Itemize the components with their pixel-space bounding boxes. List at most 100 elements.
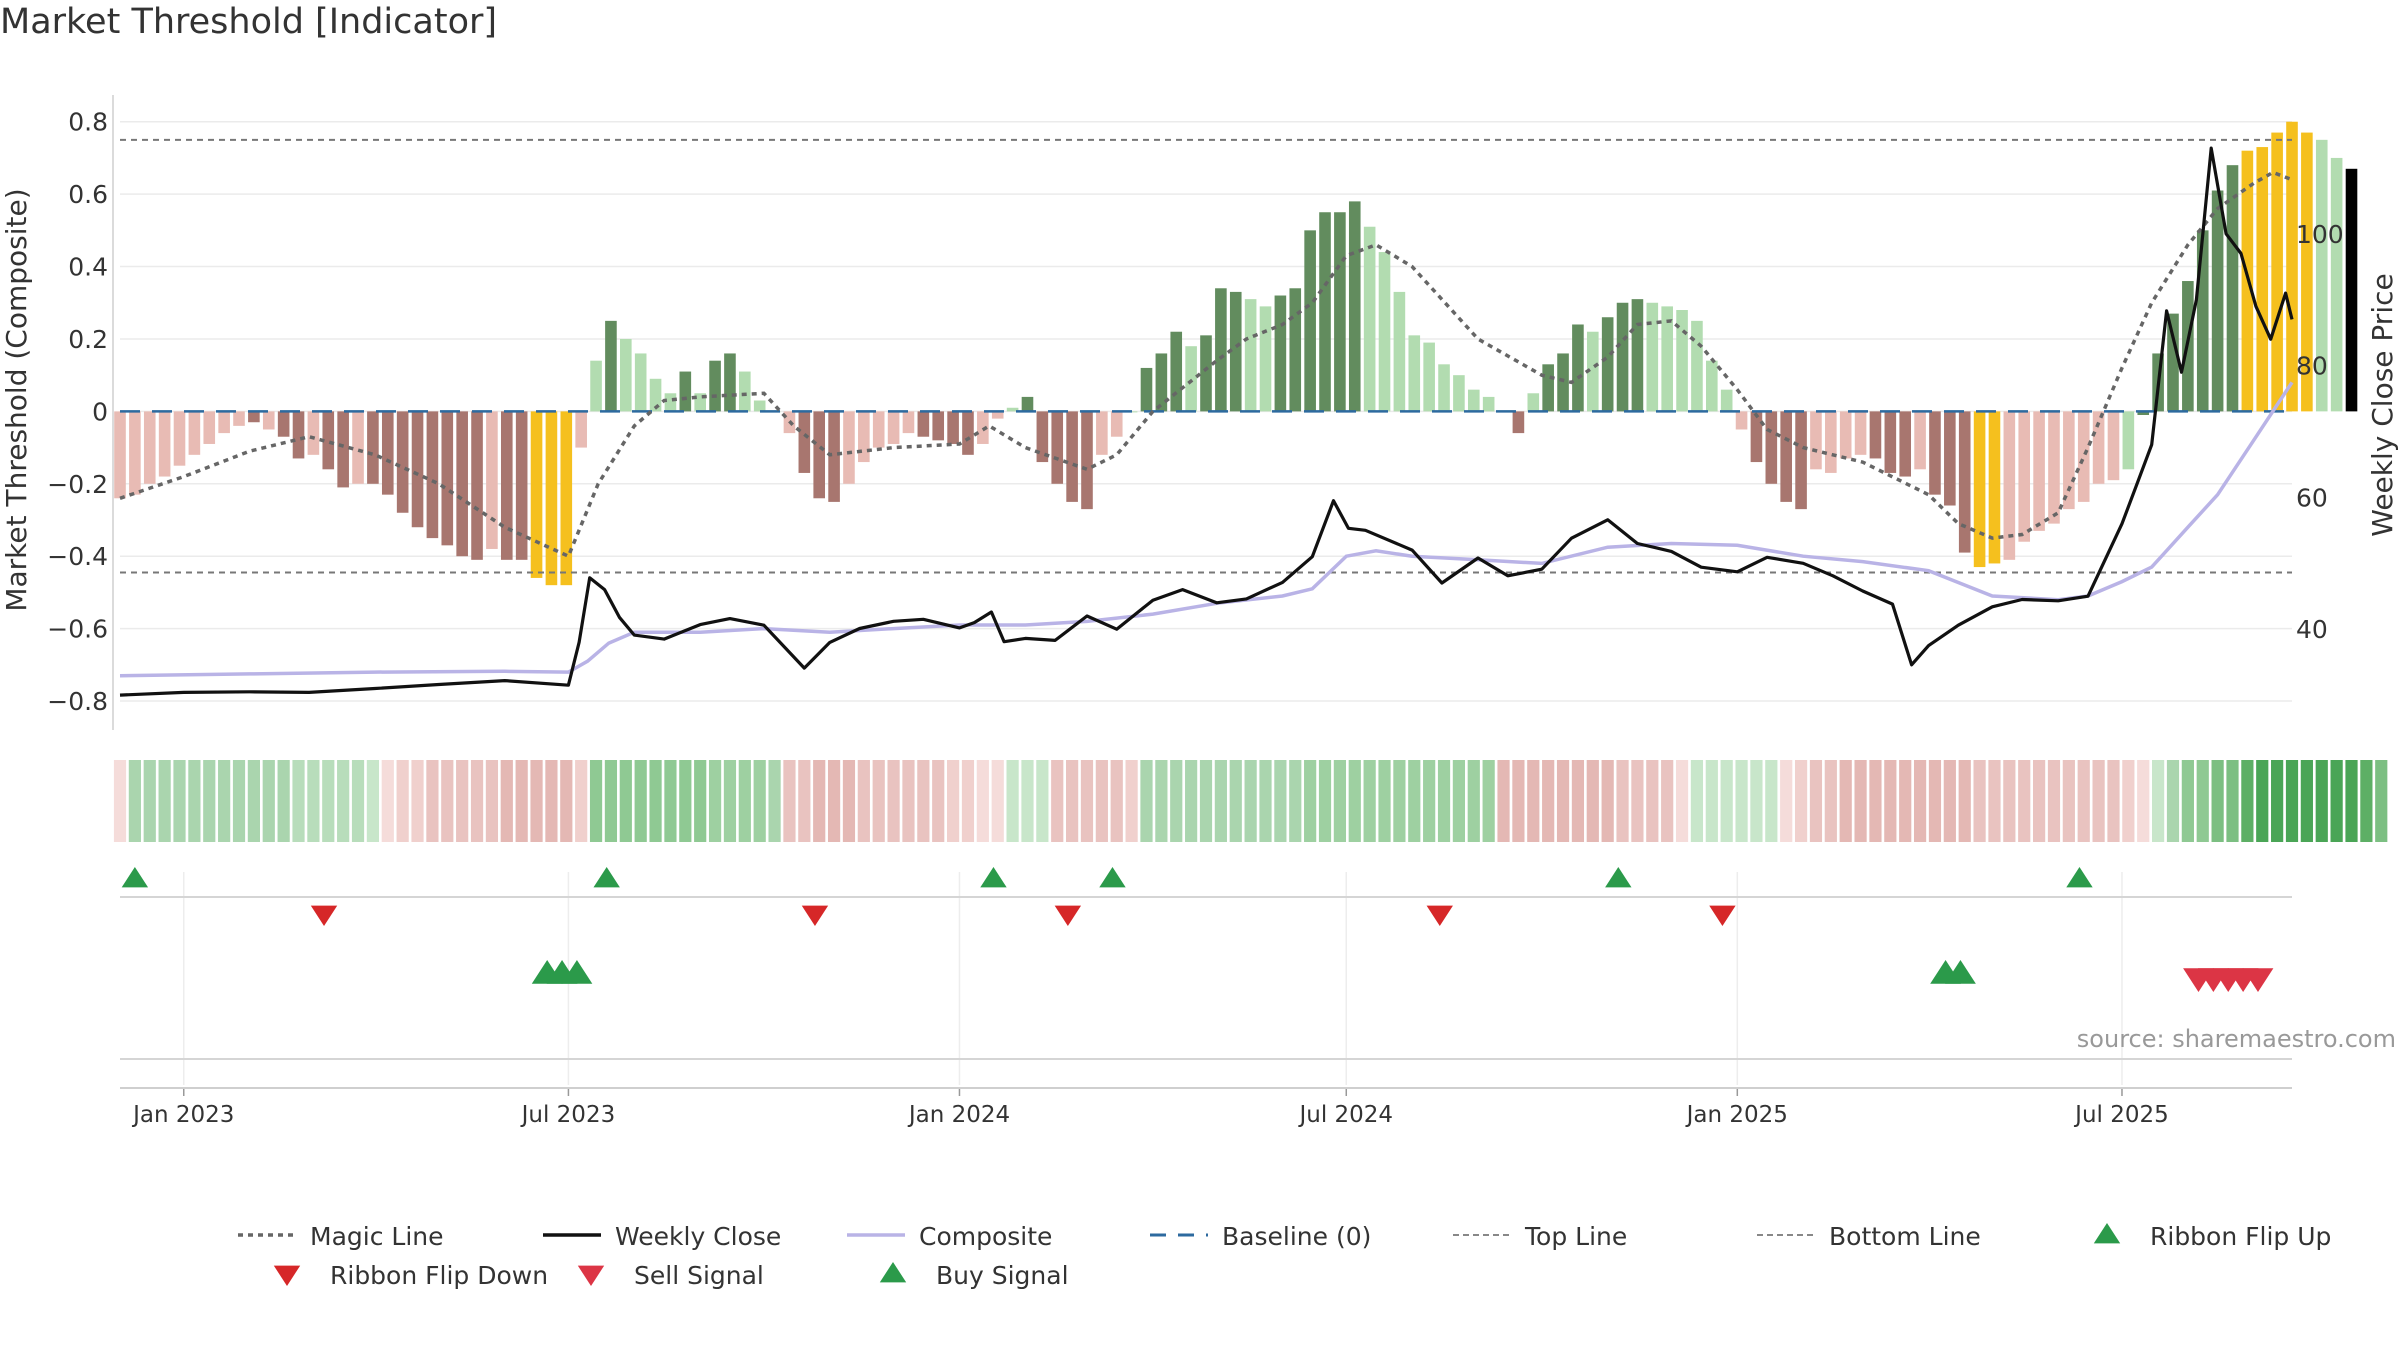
composite-bar <box>1066 411 1078 502</box>
legend-item: Composite <box>847 1222 1052 1251</box>
composite-bar <box>977 411 989 444</box>
ribbon-cell <box>485 760 499 842</box>
ribbon-cell <box>619 760 632 842</box>
composite-bar <box>114 411 126 499</box>
weekly-close-line <box>119 146 2294 697</box>
ribbon-cell <box>2032 760 2046 842</box>
composite-bar <box>1735 411 1748 430</box>
ribbon-cell <box>1482 760 1495 842</box>
ribbon-cell <box>1958 760 1971 842</box>
y-tick-label-right: 60 <box>2296 483 2328 512</box>
ribbon-cell <box>1913 760 1927 842</box>
y-tick-label-left: −0.2 <box>47 470 108 499</box>
ribbon-cell <box>738 760 751 842</box>
ribbon-flip-down-marker <box>1054 905 1082 926</box>
composite-bar <box>2137 411 2150 415</box>
ribbon-cell <box>2285 760 2299 842</box>
ribbon-cell <box>798 760 811 842</box>
composite-bar <box>262 411 275 430</box>
ribbon-cell <box>1393 760 1406 842</box>
ribbon-cell <box>173 760 186 842</box>
legend-label: Top Line <box>1524 1222 1627 1251</box>
ribbon-cell <box>1140 760 1153 842</box>
chart-title: Market Threshold [Indicator] <box>0 2 498 42</box>
ribbon-cell <box>2018 760 2031 842</box>
composite-bar <box>962 411 974 455</box>
composite-bar <box>872 411 885 448</box>
ribbon-cell <box>1229 760 1242 842</box>
ribbon-cell <box>277 760 290 842</box>
ribbon-cell <box>1675 760 1689 842</box>
composite-bar <box>471 411 483 560</box>
composite-bar <box>1929 411 1941 495</box>
ribbon-cell <box>2152 760 2165 842</box>
y-axis-label-right: Weekly Close Price <box>2366 273 2399 536</box>
y-tick-label-left: 0.2 <box>68 325 108 354</box>
y-tick-label-right: 80 <box>2296 352 2328 381</box>
ribbon-cell <box>307 760 320 842</box>
ribbon-cell <box>604 760 618 842</box>
ribbon-cell <box>456 760 469 842</box>
composite-bar <box>798 411 811 473</box>
ribbon-cell <box>1036 760 1049 842</box>
ribbon-flip-down-marker <box>801 905 829 926</box>
ribbon-cell <box>723 760 737 842</box>
ribbon-cell <box>2300 760 2313 842</box>
ribbon-flip-up-marker <box>1099 867 1126 888</box>
source-note: source: sharemaestro.com <box>2077 1025 2396 1053</box>
ribbon-cell <box>917 760 930 842</box>
composite-bar <box>1780 411 1792 502</box>
ribbon-cell <box>664 760 677 842</box>
legend-label: Ribbon Flip Up <box>2150 1222 2331 1251</box>
composite-bar <box>1244 299 1257 412</box>
composite-bar <box>322 411 335 470</box>
legend-item: Bottom Line <box>1757 1222 1981 1251</box>
composite-bar <box>2107 411 2120 481</box>
ribbon-cell <box>1809 760 1823 842</box>
ribbon-cell <box>2345 760 2358 842</box>
ribbon-cell <box>426 760 439 842</box>
composite-bar <box>1334 212 1346 412</box>
ribbon-cell <box>396 760 409 842</box>
ribbon-cell <box>575 760 588 842</box>
ribbon-cell <box>589 760 603 842</box>
ribbon-cell <box>708 760 722 842</box>
ribbon-cell <box>1304 760 1317 842</box>
legend-label: Composite <box>919 1222 1052 1251</box>
ribbon-cell <box>634 760 647 842</box>
ribbon-cell <box>1512 760 1525 842</box>
ribbon-cell <box>1318 760 1332 842</box>
ribbon-cell <box>1274 760 1287 842</box>
composite-bar <box>605 320 617 412</box>
ribbon-cell <box>2122 760 2135 842</box>
composite-bar <box>396 411 409 513</box>
composite-bar <box>1601 317 1614 412</box>
ribbon-cell <box>1943 760 1956 842</box>
ribbon-cell <box>2226 760 2239 842</box>
ribbon-cell <box>1661 760 1674 842</box>
ribbon-cell <box>1095 760 1108 842</box>
composite-bar <box>515 411 528 560</box>
composite-bar <box>1988 411 2001 564</box>
ribbon-cell <box>1527 760 1540 842</box>
ribbon-cell <box>1616 760 1629 842</box>
ribbon-cell <box>1899 760 1912 842</box>
composite-bar <box>1200 335 1212 412</box>
ribbon-cell <box>1705 760 1718 842</box>
ribbon-cell <box>1467 760 1480 842</box>
composite-bar <box>2256 147 2269 412</box>
ribbon-cell <box>976 760 989 842</box>
ribbon-cell <box>1408 760 1421 842</box>
composite-bar <box>1512 411 1525 434</box>
composite-bar <box>1899 411 1912 477</box>
ribbon-cell <box>1170 760 1183 842</box>
ribbon-cell <box>1601 760 1614 842</box>
y-tick-label-left: 0.4 <box>68 253 108 282</box>
composite-bar <box>709 360 721 412</box>
composite-bar <box>1081 411 1093 510</box>
ribbon-cell <box>188 760 201 842</box>
ribbon-strip <box>113 760 2388 842</box>
ribbon-cell <box>857 760 870 842</box>
legend-label: Bottom Line <box>1829 1222 1981 1251</box>
composite-bar <box>679 371 692 412</box>
